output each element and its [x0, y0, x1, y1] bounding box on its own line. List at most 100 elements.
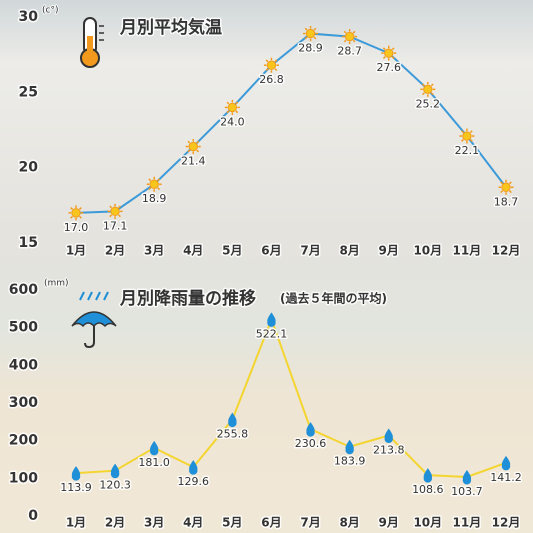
drop-marker — [189, 460, 198, 475]
value-label: 230.6 — [295, 437, 327, 450]
sun-ray — [235, 110, 239, 114]
sun-core — [305, 28, 316, 39]
sun-ray — [343, 39, 347, 43]
sun-marker — [420, 81, 436, 97]
sun-ray — [500, 181, 503, 185]
sun-core — [149, 179, 159, 189]
x-tick-label: 5月 — [222, 244, 242, 258]
chart-subtitle: (過去５年間の平均) — [280, 291, 387, 306]
sun-ray — [352, 30, 356, 34]
x-tick-label: 9月 — [379, 516, 399, 530]
value-label: 26.8 — [259, 73, 284, 86]
sun-ray — [469, 130, 473, 134]
drop-marker — [71, 466, 81, 481]
value-label: 108.6 — [412, 483, 444, 496]
sun-ray — [430, 83, 434, 87]
sun-ray — [509, 190, 512, 194]
sun-ray — [391, 47, 395, 51]
sun-ray — [265, 59, 269, 63]
drop-marker — [267, 312, 276, 327]
sun-core — [227, 102, 238, 113]
x-tick-label: 8月 — [339, 516, 359, 530]
sun-ray — [157, 187, 161, 191]
y-tick-label: 0 — [28, 508, 38, 524]
sun-core — [266, 60, 277, 70]
drop-marker — [345, 439, 354, 455]
sun-ray — [391, 56, 395, 59]
sun-marker — [459, 128, 475, 144]
sun-ray — [109, 214, 113, 218]
x-tick-label: 6月 — [261, 516, 281, 530]
axis-unit: (c°) — [42, 6, 58, 16]
drop-marker — [501, 455, 511, 471]
sun-core — [384, 48, 394, 58]
value-label: 120.3 — [99, 479, 131, 492]
value-label: 22.1 — [455, 144, 480, 157]
sun-ray — [382, 47, 386, 51]
sun-ray — [187, 149, 191, 153]
chart-title: 月別降雨量の推移 — [119, 288, 256, 309]
sun-ray — [313, 36, 317, 40]
sun-core — [344, 31, 355, 42]
umbrella-icon — [71, 291, 117, 349]
sun-ray — [196, 149, 200, 153]
value-label: 17.0 — [64, 221, 89, 234]
axis-unit: (mm) — [44, 279, 69, 289]
x-tick-label: 4月 — [183, 244, 203, 258]
sun-ray — [70, 215, 73, 219]
y-tick-label: 15 — [19, 235, 38, 251]
sun-core — [188, 141, 198, 152]
value-label: 522.1 — [256, 327, 288, 340]
sun-marker — [68, 205, 84, 221]
sun-marker — [224, 99, 240, 115]
value-label: 129.6 — [178, 475, 210, 488]
x-tick-label: 11月 — [453, 244, 482, 258]
value-label: 17.1 — [103, 219, 128, 232]
sun-ray — [304, 36, 308, 40]
data-line — [75, 32, 507, 214]
sun-ray — [148, 178, 152, 182]
sun-marker — [146, 176, 162, 192]
sun-ray — [265, 68, 269, 72]
drop-marker — [110, 463, 120, 479]
value-label: 141.2 — [490, 471, 522, 484]
sun-ray — [421, 83, 425, 87]
sun-ray — [421, 92, 425, 96]
value-label: 213.8 — [373, 443, 405, 456]
value-label: 25.2 — [416, 97, 441, 110]
value-label: 181.0 — [138, 456, 170, 469]
x-tick-label: 7月 — [300, 244, 320, 258]
value-label: 113.9 — [60, 481, 92, 494]
x-tick-label: 3月 — [144, 516, 164, 530]
sun-ray — [274, 59, 278, 63]
x-tick-label: 8月 — [339, 244, 359, 258]
sun-core — [110, 206, 120, 217]
value-label: 28.7 — [337, 45, 362, 58]
sun-ray — [509, 181, 512, 185]
sun-ray — [352, 39, 356, 43]
sun-ray — [148, 187, 152, 191]
x-tick-label: 9月 — [379, 244, 399, 258]
y-tick-label: 500 — [9, 320, 38, 336]
value-label: 21.4 — [181, 155, 206, 168]
sun-marker — [185, 139, 201, 155]
sun-core — [423, 84, 433, 95]
sun-marker — [498, 179, 514, 195]
value-label: 24.0 — [220, 115, 245, 128]
chart-title: 月別平均気温 — [119, 17, 222, 38]
sun-ray — [70, 207, 73, 210]
sun-ray — [461, 130, 464, 134]
x-tick-label: 2月 — [105, 516, 125, 530]
sun-ray — [79, 215, 82, 219]
y-tick-label: 300 — [9, 395, 38, 411]
value-label: 28.9 — [298, 42, 323, 55]
x-tick-label: 1月 — [66, 244, 86, 258]
sun-core — [71, 208, 81, 218]
sun-ray — [430, 92, 434, 96]
y-tick-label: 200 — [9, 433, 38, 449]
sun-ray — [469, 139, 473, 142]
drop-marker — [306, 422, 315, 437]
value-label: 255.8 — [217, 428, 249, 441]
sun-ray — [118, 205, 121, 209]
